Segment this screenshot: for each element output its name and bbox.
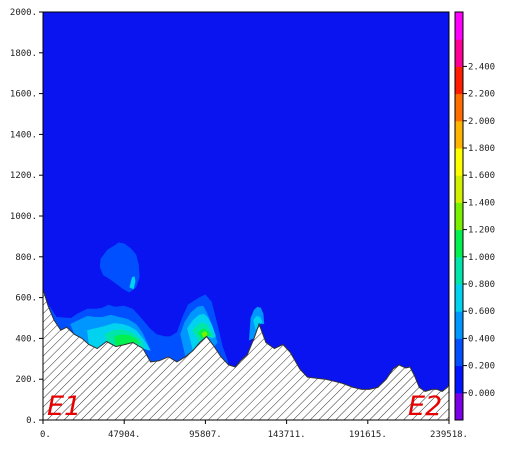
colorbar-segment [455,148,463,176]
colorbar-segment [455,66,463,95]
colorbar-tick-label: 2.000 [468,117,495,127]
y-tick-label: 1000. [10,212,37,222]
contour-region-11 [114,334,141,347]
y-tick-label: 2000. [10,8,37,18]
colorbar-segment [455,284,463,312]
y-tick-label: 200. [15,375,37,385]
colorbar-segment [455,229,463,258]
corner-label-e1: E1 [47,391,81,422]
colorbar-tick-label: 1.400 [468,198,495,208]
x-tick-label: 0. [40,430,51,440]
colorbar-tick-label: 2.400 [468,62,495,72]
contour-region-7 [253,316,263,331]
colorbar-segment [455,365,463,394]
y-tick-label: 800. [15,253,37,263]
contour-region-8 [129,276,136,290]
colorbar-segment [455,311,463,339]
colorbar-tick-label: 1.800 [468,144,495,154]
x-tick-label: 239518. [430,430,468,440]
colorbar-tick-label: 1.200 [468,226,495,236]
x-tick-label: 191615. [349,430,387,440]
y-tick-label: 1800. [10,49,37,59]
colorbar-segment [455,93,463,122]
corner-label-e2: E2 [408,391,442,422]
y-tick-label: 600. [15,294,37,304]
y-tick-label: 1600. [10,90,37,100]
y-tick-label: 1200. [10,171,37,181]
colorbar-segment [455,175,463,203]
colorbar-segment [455,202,463,231]
contour-layer [48,242,265,365]
colorbar-tick-label: 0.200 [468,362,495,372]
y-tick-label: 0. [26,416,37,426]
colorbar-tick-label: 0.000 [468,389,495,399]
colorbar-tick-label: 0.800 [468,280,495,290]
colorbar-tick-label: 1.000 [468,253,495,263]
x-tick-label: 95807. [189,430,222,440]
colorbar-segment [455,392,463,421]
x-tick-label: 47904. [108,430,141,440]
y-tick-label: 400. [15,334,37,344]
colorbar-segment [455,120,463,149]
contour-region-1 [99,242,140,293]
colorbar-tick-label: 0.400 [468,334,495,344]
x-tick-label: 143711. [268,430,306,440]
colorbar-segment [455,12,463,40]
terrain-cross-section [42,289,450,421]
colorbar-tick-label: 1.600 [468,171,495,181]
x-axis: 0. 47904. 95807. 143711. 191615. 239518. [40,420,468,440]
y-axis: 0. 200. 400. 600. 800. 1000. 1200. 1400. 1600. 18… [10,8,43,426]
contour-region-13 [201,331,208,338]
colorbar-frame [454,11,464,421]
colorbar: 0.000 0.200 0.400 0.600 0.800 1.000 1.200 1.400… [454,11,495,421]
colorbar-tick-label: 2.200 [468,90,495,100]
colorbar-segment [455,256,463,285]
y-tick-label: 1400. [10,130,37,140]
colorbar-segment [455,39,463,67]
colorbar-tick-label: 0.600 [468,307,495,317]
colorbar-segment [455,338,463,367]
